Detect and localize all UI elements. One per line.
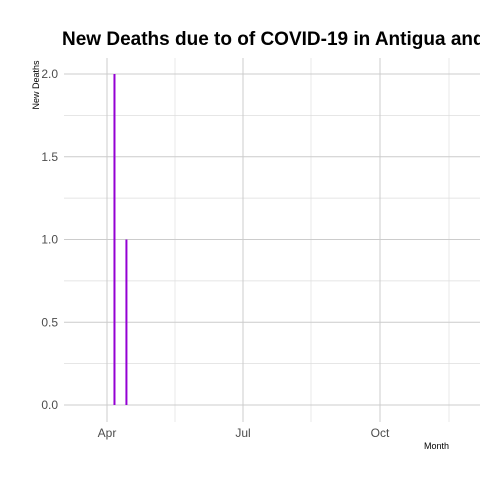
bar [125, 239, 128, 405]
y-tick-label: 0.5 [41, 315, 58, 329]
y-tick-label: 0.0 [41, 398, 58, 412]
y-tick-label: 1.0 [41, 233, 58, 247]
y-tick-label: 2.0 [41, 67, 58, 81]
x-tick-label: Jul [235, 426, 250, 440]
x-tick-labels: Apr Jul Oct [98, 426, 390, 440]
grid [64, 58, 480, 422]
y-tick-label: 1.5 [41, 150, 58, 164]
y-tick-labels: 0.0 0.5 1.0 1.5 2.0 [41, 67, 58, 412]
x-tick-label: Oct [371, 426, 390, 440]
bar [113, 74, 116, 405]
chart-title: New Deaths due to of COVID-19 in Antigua… [62, 29, 480, 50]
y-axis-title: New Deaths [31, 60, 41, 110]
bars [113, 74, 128, 405]
x-axis-title: Month [424, 441, 449, 451]
x-tick-label: Apr [98, 426, 117, 440]
